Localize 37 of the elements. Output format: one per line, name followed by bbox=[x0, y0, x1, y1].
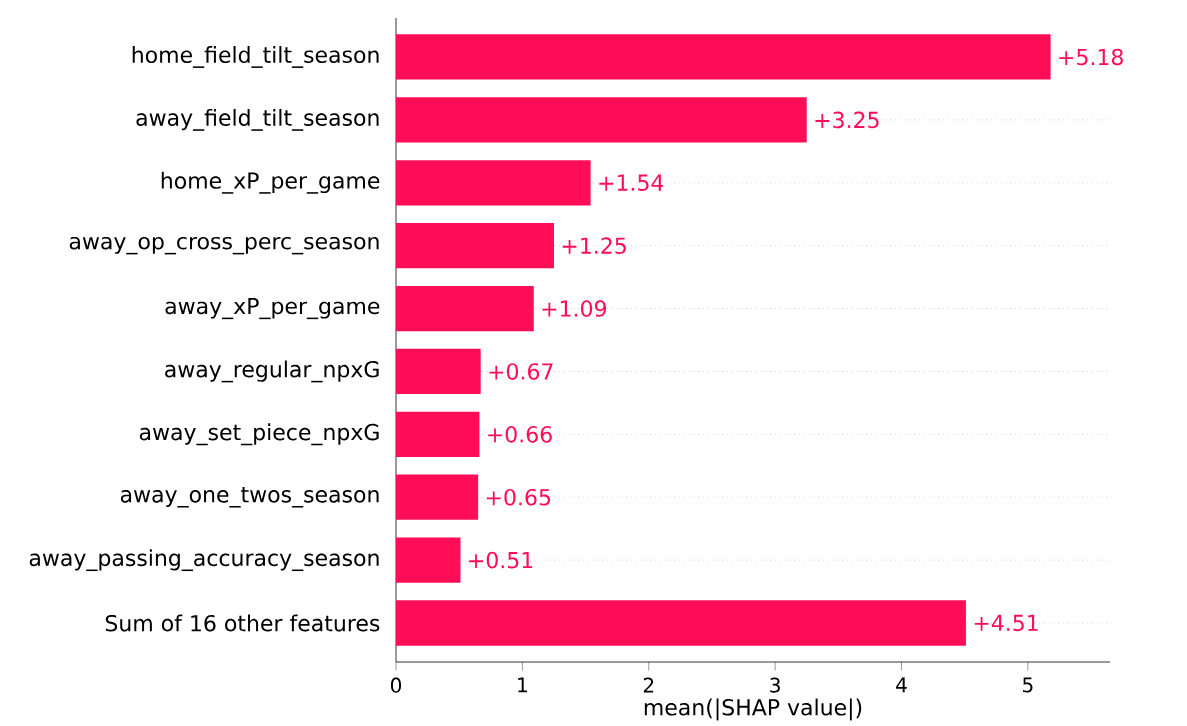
data-label: +5.18 bbox=[1059, 48, 1123, 66]
data-label: +1.25 bbox=[562, 237, 626, 254]
bar bbox=[396, 411, 480, 457]
x-tick-label: 4 bbox=[896, 677, 907, 693]
y-tick-label: away_passing_accuracy_season bbox=[29, 549, 379, 572]
y-tick-label: away_regular_npxG bbox=[165, 360, 379, 383]
y-tick-label: home_field_tilt_season bbox=[132, 46, 379, 68]
x-tick-label: 3 bbox=[770, 677, 780, 693]
data-label: +3.25 bbox=[815, 111, 879, 129]
x-tick-label: 1 bbox=[518, 677, 527, 693]
data-label: +4.51 bbox=[974, 614, 1038, 632]
y-tick-label: Sum of 16 other features bbox=[105, 614, 380, 632]
data-label: +0.51 bbox=[469, 551, 533, 569]
y-tick-label: away_op_cross_perc_season bbox=[69, 236, 379, 255]
y-tick-label: away_one_twos_season bbox=[120, 486, 379, 508]
x-tick-label: 5 bbox=[1023, 677, 1033, 693]
bar bbox=[396, 223, 554, 269]
y-tick-label: away_set_piece_npxG bbox=[139, 423, 379, 446]
data-label: +0.66 bbox=[488, 426, 552, 443]
bar bbox=[396, 34, 1051, 80]
data-label: +1.09 bbox=[542, 300, 607, 317]
bar bbox=[396, 600, 966, 646]
bar bbox=[396, 474, 479, 520]
bar bbox=[396, 348, 481, 395]
bar bbox=[396, 537, 461, 583]
bar bbox=[396, 97, 807, 143]
y-tick-label: away_xP_per_game bbox=[165, 297, 380, 320]
x-tick-label: 0 bbox=[390, 677, 402, 693]
data-label: +0.65 bbox=[486, 488, 551, 506]
bar bbox=[396, 285, 534, 332]
data-label: +0.67 bbox=[489, 363, 553, 380]
x-tick-label: 2 bbox=[643, 677, 654, 693]
bar bbox=[396, 160, 591, 206]
y-tick-label: home_xP_per_game bbox=[161, 171, 380, 194]
data-label: +1.54 bbox=[599, 174, 664, 191]
y-tick-label: away_field_tilt_season bbox=[136, 108, 379, 131]
x-axis-title: mean(|SHAP value|) bbox=[644, 698, 862, 721]
